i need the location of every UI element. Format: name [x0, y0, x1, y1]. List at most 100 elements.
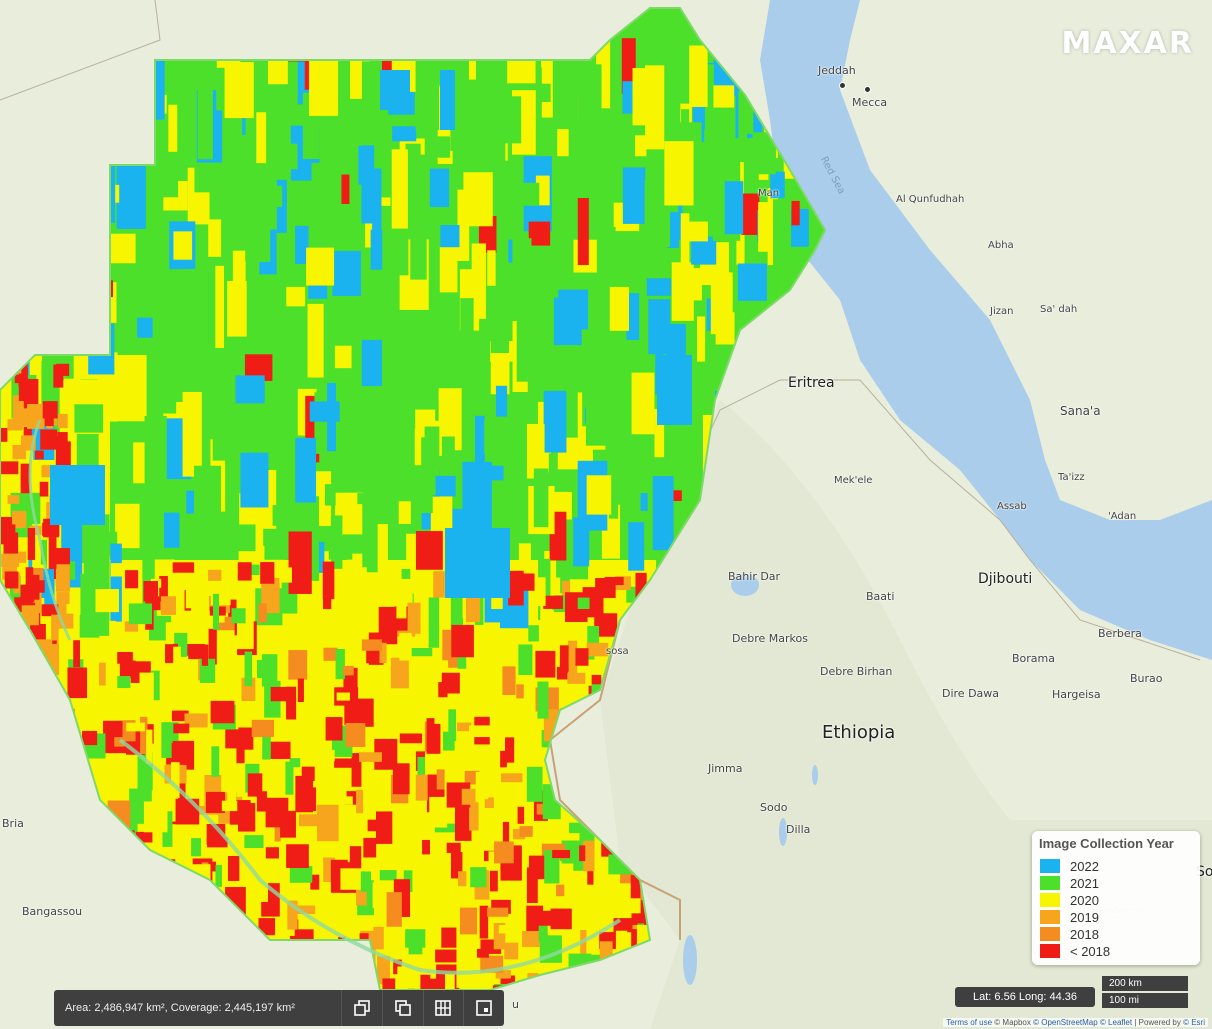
- terms-link[interactable]: Terms of use: [946, 1018, 993, 1027]
- coverage-tile: [236, 736, 245, 764]
- coverage-tile: [414, 428, 423, 466]
- coverage-tile: [425, 681, 433, 694]
- coverage-tile: [458, 44, 469, 108]
- scale-bar: 200 km 100 mi: [1102, 976, 1188, 1010]
- coverage-tile: [490, 332, 510, 354]
- coverage-tile: [402, 419, 411, 445]
- coverage-tile: [517, 182, 540, 206]
- legend-item: 2018: [1040, 926, 1099, 942]
- coverage-tile: [791, 200, 800, 226]
- coverage-tile: [20, 584, 35, 603]
- coverage-tile: [435, 475, 456, 497]
- coverage-tile: [526, 766, 543, 802]
- coverage-tile: [398, 501, 411, 524]
- label-sodo: Sodo: [760, 801, 788, 814]
- coverage-tile: [220, 153, 244, 226]
- coverage-tile: [117, 354, 147, 422]
- label-borama: Borama: [1012, 652, 1055, 665]
- coverage-tile: [475, 771, 489, 800]
- label-adan: 'Adan: [1108, 511, 1137, 522]
- coverage-tile: [573, 851, 585, 871]
- coverage-tile: [191, 838, 201, 857]
- coverage-tile: [429, 796, 448, 828]
- copy-button[interactable]: [341, 990, 382, 1026]
- osm-credit[interactable]: © OpenStreetMap: [1033, 1018, 1098, 1027]
- label-burao: Burao: [1130, 672, 1163, 685]
- coverage-tile: [635, 572, 647, 607]
- coverage-tile: [270, 686, 287, 702]
- coverage-tile: [501, 773, 523, 783]
- coverage-tile: [457, 722, 472, 732]
- coverage-tile: [237, 562, 252, 581]
- coverage-tile: [148, 615, 172, 641]
- coverage-tile: [445, 528, 510, 598]
- coverage-tile: [109, 620, 116, 650]
- coverage-tile: [172, 562, 195, 573]
- coverage-tile: [434, 823, 457, 833]
- coverage-tile: [528, 625, 539, 642]
- coverage-tile: [342, 665, 354, 676]
- grid-select-button[interactable]: [422, 990, 464, 1026]
- coverage-tile: [680, 221, 708, 242]
- coverage-tile: [490, 357, 510, 395]
- coverage-tile: [715, 312, 735, 345]
- coverage-tile: [395, 444, 418, 509]
- coverage-tile: [689, 45, 708, 107]
- label-eritrea: Eritrea: [788, 375, 835, 391]
- coverage-tile: [57, 432, 68, 452]
- leaflet-credit[interactable]: © Leaflet: [1099, 1018, 1133, 1027]
- coverage-tile: [364, 771, 372, 791]
- coverage-tile: [178, 768, 186, 806]
- coverage-tile: [451, 624, 474, 658]
- coverage-tile: [504, 942, 519, 960]
- coverage-tile: [73, 640, 81, 668]
- label-mekele: Mek'ele: [834, 475, 873, 486]
- coverage-tile: [667, 113, 678, 145]
- coverage-tile: [288, 618, 298, 642]
- legend-item: 2020: [1040, 892, 1099, 908]
- coverage-tile: [314, 696, 321, 713]
- duplicate-button[interactable]: [381, 990, 423, 1026]
- coverage-tile: [450, 852, 463, 879]
- mapbox-credit[interactable]: © Mapbox: [994, 1018, 1031, 1027]
- coverage-tile: [415, 48, 440, 131]
- coverage-tile: [569, 822, 590, 834]
- frame-select-button[interactable]: [463, 990, 504, 1026]
- coverage-tile: [213, 593, 220, 630]
- coverage-tile: [144, 415, 167, 494]
- coverage-tile: [442, 311, 459, 373]
- coverage-tile: [543, 390, 567, 453]
- coverage-tile: [526, 423, 545, 479]
- attribution: Terms of use © Mapbox © OpenStreetMap © …: [943, 1018, 1208, 1027]
- coverage-tile: [32, 523, 41, 574]
- coverage-tile: [110, 543, 122, 622]
- coverage-tile: [372, 168, 382, 237]
- coverage-tile: [552, 849, 571, 859]
- legend-item: 2021: [1040, 875, 1099, 891]
- coverage-tile: [681, 109, 690, 129]
- coverage-tile: [301, 766, 315, 782]
- coverage-tile: [724, 181, 744, 235]
- coverage-tile: [461, 788, 476, 805]
- coverage-tile: [1, 461, 19, 475]
- coverage-tile: [7, 419, 22, 431]
- coverage-tile: [194, 465, 221, 546]
- coverage-tile: [21, 605, 39, 626]
- coverage-tile: [449, 886, 473, 904]
- coverage-tile: [457, 651, 467, 669]
- coverage-tile: [1, 553, 20, 567]
- coverage-tile: [448, 709, 457, 742]
- esri-credit[interactable]: © Esri: [1183, 1018, 1205, 1027]
- coverage-tile: [587, 870, 594, 885]
- coverage-tile: [235, 375, 265, 404]
- coverage-tile: [396, 588, 407, 619]
- coverage-tile: [385, 854, 409, 866]
- coverage-tile: [635, 135, 647, 157]
- label-abha: Abha: [988, 240, 1014, 251]
- coverage-tile: [435, 949, 457, 963]
- coverage-tile: [307, 303, 324, 378]
- legend-item: 2019: [1040, 909, 1099, 925]
- coverage-tile: [159, 576, 168, 602]
- coverage-tile: [227, 769, 237, 808]
